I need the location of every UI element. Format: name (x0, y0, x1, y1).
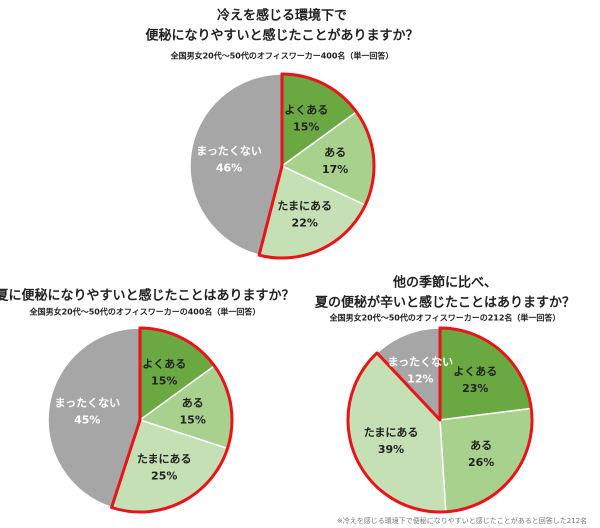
slice-value: 17% (322, 163, 348, 176)
pie-slice (189, 73, 283, 257)
slice-category: よくある (453, 365, 497, 378)
highlight-outline (257, 72, 376, 260)
slice-value: 26% (468, 456, 494, 469)
slice-category: たまにある (364, 426, 419, 439)
slice-category: たまにある (277, 199, 332, 212)
slice-value: 15% (293, 120, 319, 133)
slice-category: まったくない (388, 355, 454, 368)
slice-value: 46% (216, 161, 242, 174)
slice-value: 25% (151, 470, 177, 483)
slice-category: ある (182, 397, 204, 410)
chart-subtitle: 全国男女20代～50代のオフィスワーカーの212名（単一回答） (329, 313, 561, 323)
slice-category: よくある (284, 103, 328, 116)
highlight-outline (110, 326, 234, 514)
footnote: ※冷えを感じる環境下で便秘になりやすいと感じたことがあると回答した212名 (337, 516, 587, 525)
highlight-outline (346, 326, 534, 514)
slice-category: ある (324, 146, 346, 159)
chart-title: 便秘になりやすいと感じたことがありますか？ (145, 28, 418, 44)
slice-category: まったくない (55, 397, 121, 410)
slice-value: 15% (151, 374, 177, 387)
slice-category: まったくない (196, 144, 262, 157)
chart-title: 冷えを感じる環境下で (217, 8, 347, 24)
slice-value: 15% (180, 414, 206, 427)
slice-category: たまにある (137, 453, 192, 466)
slice-value: 22% (292, 216, 318, 229)
slice-value: 45% (74, 414, 100, 427)
slice-category: よくある (142, 357, 186, 370)
chart-subtitle: 全国男女20代～50代のオフィスワーカー400名（単一回答） (170, 51, 394, 61)
slice-value: 23% (462, 382, 488, 395)
slice-value: 39% (378, 443, 404, 456)
chart-title: 他の季節に比べ、 (392, 275, 497, 291)
chart-title: 夏の便秘が辛いと感じたことはありますか？ (314, 295, 575, 311)
pie-slice (47, 327, 141, 509)
slice-category: ある (470, 439, 492, 452)
chart-title: 夏に便秘になりやすいと感じたことはありますか？ (0, 288, 295, 304)
slice-value: 12% (407, 372, 433, 385)
chart-subtitle: 全国男女20代～50代のオフィスワーカーの400名（単一回答） (29, 307, 261, 317)
